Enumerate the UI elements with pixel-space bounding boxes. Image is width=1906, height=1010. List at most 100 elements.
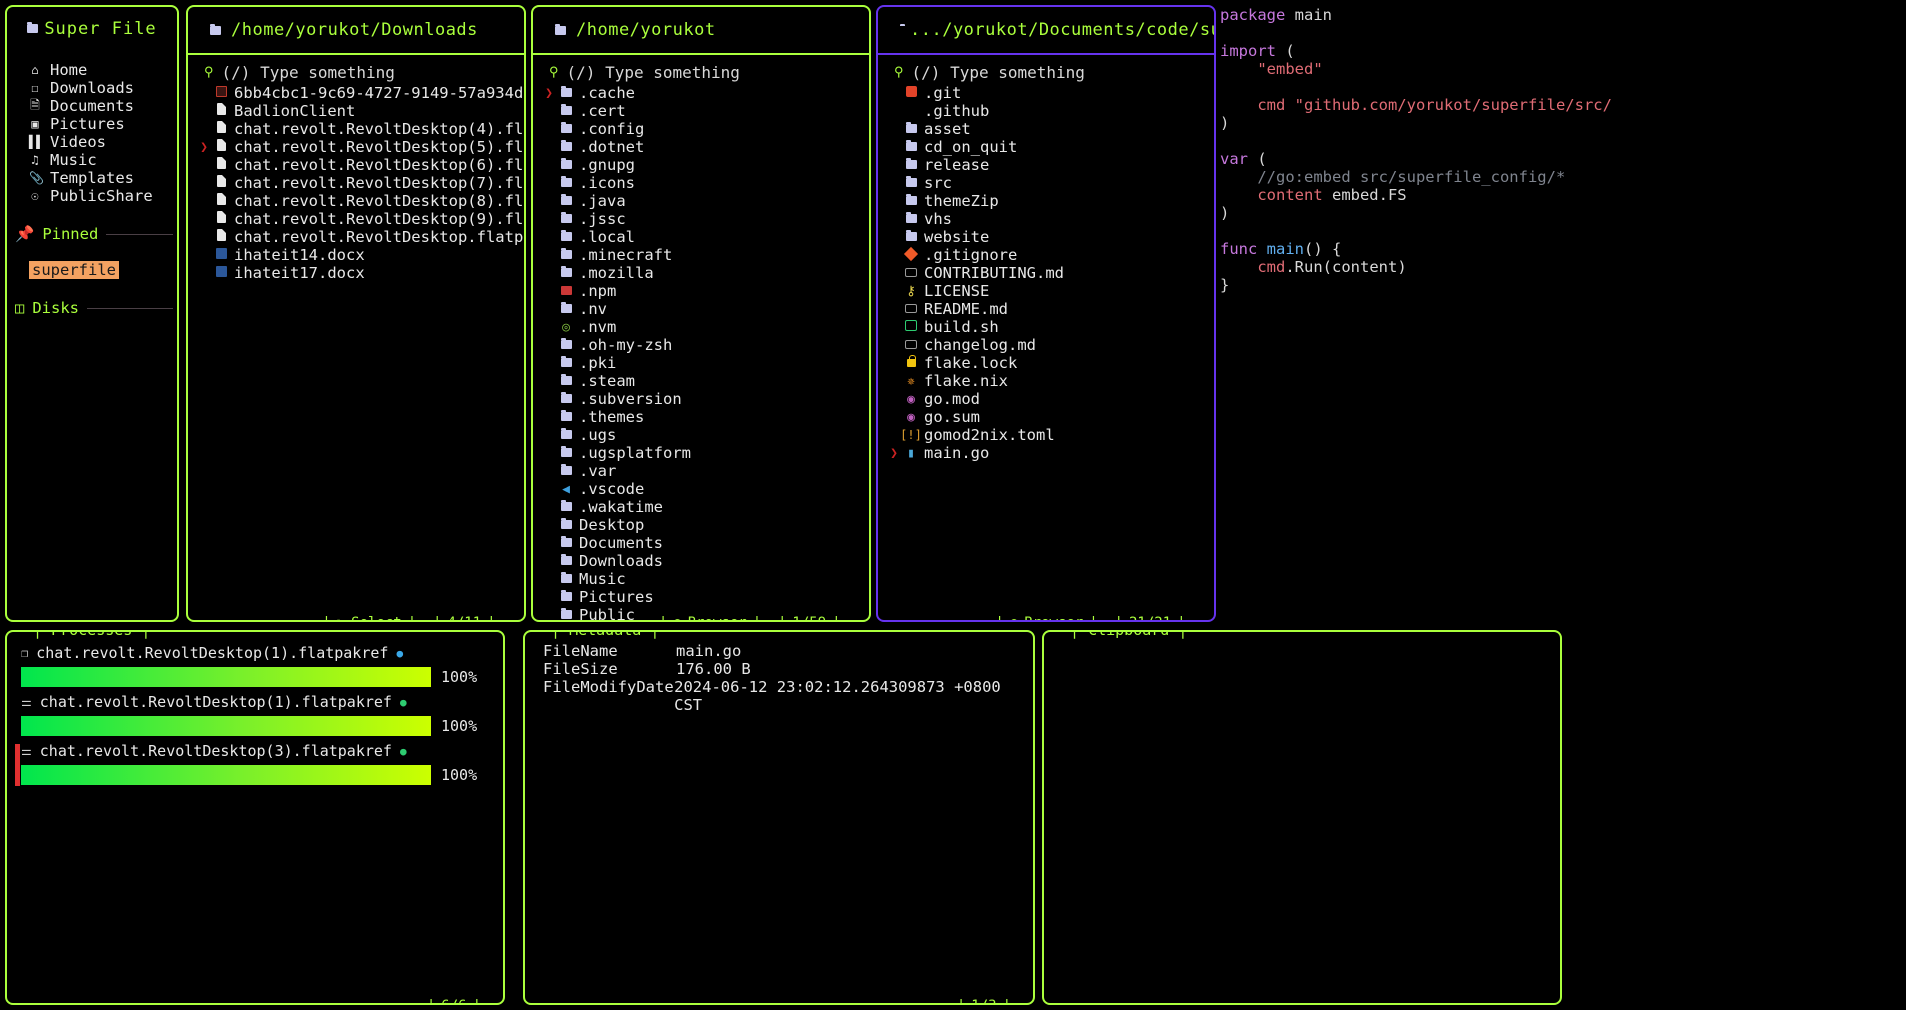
file-list-item[interactable]: ❯ ▮ main.go: [878, 444, 1214, 462]
file-list-item[interactable]: flake.lock: [878, 354, 1214, 372]
file-list-item[interactable]: cd_on_quit: [878, 138, 1214, 156]
folder-icon: [560, 355, 572, 367]
file-list-item[interactable]: ❯ .cache: [533, 84, 869, 102]
sidebar-item-videos[interactable]: ▌▌ Videos: [7, 133, 177, 151]
file-list-item[interactable]: .mozilla: [533, 264, 869, 282]
file-list-item[interactable]: .config: [533, 120, 869, 138]
file-list-item[interactable]: src: [878, 174, 1214, 192]
metadata-row[interactable]: FileModifyDate 2024-06-12 23:02:12.264309…: [543, 678, 1033, 714]
file-list-item[interactable]: .icons: [533, 174, 869, 192]
file-icon-wrap: [555, 121, 577, 137]
file-list-item[interactable]: ihateit17.docx: [188, 264, 524, 282]
file-list-item[interactable]: Public: [533, 606, 869, 620]
file-list-item[interactable]: ⚷ LICENSE: [878, 282, 1214, 300]
file-list-item[interactable]: 6bb4cbc1-9c69-4727-9149-57a934d5...: [188, 84, 524, 102]
search-bar[interactable]: ⚲ (/) Type something: [878, 55, 1214, 84]
file-list-item[interactable]: BadlionClient: [188, 102, 524, 120]
file-list-item[interactable]: asset: [878, 120, 1214, 138]
process-item[interactable]: ⚌ chat.revolt.RevoltDesktop(1).flatpakref…: [7, 687, 503, 736]
sidebar-item-label: Downloads: [50, 79, 134, 97]
file-icon-wrap: [555, 355, 577, 371]
file-list-item[interactable]: ◉ go.mod: [878, 390, 1214, 408]
metadata-row[interactable]: FileName main.go: [543, 642, 1033, 660]
search-bar[interactable]: ⚲ (/) Type something: [188, 55, 524, 84]
file-list-item[interactable]: .ugsplatform: [533, 444, 869, 462]
file-list-item[interactable]: chat.revolt.RevoltDesktop(6).fla...: [188, 156, 524, 174]
file-list-item[interactable]: README.md: [878, 300, 1214, 318]
file-list-item[interactable]: .themes: [533, 408, 869, 426]
search-input[interactable]: (/) Type something: [566, 63, 740, 82]
file-list-item[interactable]: .wakatime: [533, 498, 869, 516]
metadata-row[interactable]: FileSize 176.00 B: [543, 660, 1033, 678]
search-input[interactable]: (/) Type something: [911, 63, 1085, 82]
code-token: }: [1220, 276, 1230, 294]
file-list-item[interactable]: chat.revolt.RevoltDesktop(8).fla...: [188, 192, 524, 210]
search-input[interactable]: (/) Type something: [221, 63, 395, 82]
file-list-item[interactable]: .steam: [533, 372, 869, 390]
file-list-item[interactable]: Downloads: [533, 552, 869, 570]
file-list-item[interactable]: [!] gomod2nix.toml: [878, 426, 1214, 444]
sidebar-group-pinned: 📌 Pinned: [7, 225, 177, 243]
file-icon-wrap: [900, 354, 922, 371]
file-name: Desktop: [579, 516, 645, 534]
file-list-item[interactable]: chat.revolt.RevoltDesktop.flatpa...: [188, 228, 524, 246]
file-list-item[interactable]: website: [878, 228, 1214, 246]
search-bar[interactable]: ⚲ (/) Type something: [533, 55, 869, 84]
sidebar-item-downloads[interactable]: ☐ Downloads: [7, 79, 177, 97]
sidebar-item-home[interactable]: ⌂ Home: [7, 61, 177, 79]
file-list-item[interactable]: chat.revolt.RevoltDesktop(9).fla...: [188, 210, 524, 228]
file-list-item[interactable]: ◉ go.sum: [878, 408, 1214, 426]
file-list-item[interactable]: .gnupg: [533, 156, 869, 174]
file-list-item[interactable]: ❯ chat.revolt.RevoltDesktop(5).fla...: [188, 138, 524, 156]
file-list-item[interactable]: changelog.md: [878, 336, 1214, 354]
file-list-item[interactable]: vhs: [878, 210, 1214, 228]
file-list-item[interactable]: ◎ .nvm: [533, 318, 869, 336]
file-name: website: [924, 228, 990, 246]
file-list-item[interactable]: .gitignore: [878, 246, 1214, 264]
file-list-item[interactable]: .minecraft: [533, 246, 869, 264]
file-list-item[interactable]: .oh-my-zsh: [533, 336, 869, 354]
file-list-item[interactable]: .git: [878, 84, 1214, 102]
file-name: Documents: [579, 534, 663, 552]
file-list-item[interactable]: .local: [533, 228, 869, 246]
file-list-item[interactable]: .github: [878, 102, 1214, 120]
sidebar-item-pictures[interactable]: ▣ Pictures: [7, 115, 177, 133]
file-list-item[interactable]: .pki: [533, 354, 869, 372]
file-list-item[interactable]: .subversion: [533, 390, 869, 408]
music-icon: ♫: [31, 153, 39, 167]
file-list-item[interactable]: ✵ flake.nix: [878, 372, 1214, 390]
file-list-item[interactable]: .jssc: [533, 210, 869, 228]
file-name: themeZip: [924, 192, 999, 210]
file-list-item[interactable]: release: [878, 156, 1214, 174]
cursor-caret-icon: ❯: [200, 139, 208, 155]
file-list: ❯ .cache .cert .config .dotnet .gnupg .icons .j…: [533, 84, 869, 620]
file-list-item[interactable]: .nv: [533, 300, 869, 318]
file-list-item[interactable]: .ugs: [533, 426, 869, 444]
sidebar-pinned-superfile[interactable]: superfile: [29, 261, 119, 279]
sidebar-item-music[interactable]: ♫ Music: [7, 151, 177, 169]
file-list-item[interactable]: build.sh: [878, 318, 1214, 336]
file-list-item[interactable]: Desktop: [533, 516, 869, 534]
process-item[interactable]: ⚌ chat.revolt.RevoltDesktop(3).flatpakref…: [7, 736, 503, 786]
file-list-item[interactable]: Documents: [533, 534, 869, 552]
file-list-item[interactable]: .dotnet: [533, 138, 869, 156]
file-list-item[interactable]: .cert: [533, 102, 869, 120]
file-list-item[interactable]: chat.revolt.RevoltDesktop(7).fla...: [188, 174, 524, 192]
file-list-item[interactable]: CONTRIBUTING.md: [878, 264, 1214, 282]
sidebar-item-documents[interactable]: 🗎 Documents: [7, 97, 177, 115]
file-list-item[interactable]: Pictures: [533, 588, 869, 606]
process-item[interactable]: ❐ chat.revolt.RevoltDesktop(1).flatpakref…: [7, 638, 503, 687]
file-list-item[interactable]: themeZip: [878, 192, 1214, 210]
sidebar-item-templates[interactable]: 📎 Templates: [7, 169, 177, 187]
file-list-item[interactable]: .var: [533, 462, 869, 480]
file-list-item[interactable]: ◀ .vscode: [533, 480, 869, 498]
file-icon-wrap: [900, 211, 922, 227]
file-list-item[interactable]: ihateit14.docx: [188, 246, 524, 264]
file-icon-wrap: ✵: [900, 374, 922, 389]
file-list-item[interactable]: chat.revolt.RevoltDesktop(4).fla...: [188, 120, 524, 138]
file-list-item[interactable]: .npm: [533, 282, 869, 300]
file-list-item[interactable]: Music: [533, 570, 869, 588]
folder-icon: [560, 517, 572, 529]
sidebar-item-publicshare[interactable]: ☉ PublicShare: [7, 187, 177, 205]
file-list-item[interactable]: .java: [533, 192, 869, 210]
